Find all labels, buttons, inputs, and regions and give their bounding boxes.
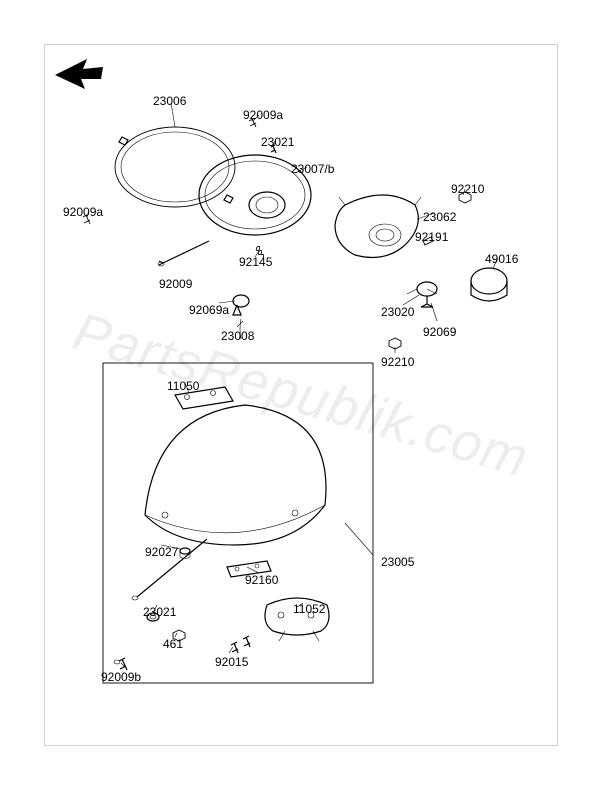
label-92009a-2: 92009a bbox=[63, 205, 103, 219]
label-92015: 92015 bbox=[215, 655, 248, 669]
diagram-frame: PartsRepublik.com bbox=[44, 44, 558, 746]
label-49016: 49016 bbox=[485, 252, 518, 266]
label-92069: 92069 bbox=[423, 325, 456, 339]
label-11050: 11050 bbox=[167, 379, 199, 393]
label-92191: 92191 bbox=[415, 230, 448, 244]
watermark: PartsRepublik.com bbox=[66, 300, 535, 489]
label-23008: 23008 bbox=[221, 329, 254, 343]
label-23007b: 23007/b bbox=[291, 162, 334, 176]
label-92009a: 92009a bbox=[243, 108, 283, 122]
label-23021: 23021 bbox=[261, 135, 294, 149]
label-92210-2: 92210 bbox=[381, 355, 414, 369]
label-23062: 23062 bbox=[423, 210, 456, 224]
parts-diagram-svg bbox=[45, 45, 557, 745]
label-23020: 23020 bbox=[381, 305, 414, 319]
label-92210: 92210 bbox=[451, 182, 484, 196]
label-92027: 92027 bbox=[145, 545, 178, 559]
label-461: 461 bbox=[163, 637, 183, 651]
label-23006: 23006 bbox=[153, 94, 186, 108]
label-92069a: 92069a bbox=[189, 303, 229, 317]
label-92009: 92009 bbox=[159, 277, 192, 291]
nav-arrow-icon bbox=[55, 59, 103, 89]
label-23021-2: 23021 bbox=[143, 605, 176, 619]
label-92160: 92160 bbox=[245, 573, 278, 587]
label-92009b: 92009b bbox=[101, 670, 141, 684]
label-11052: 11052 bbox=[293, 602, 325, 616]
label-23005: 23005 bbox=[381, 555, 414, 569]
label-92145: 92145 bbox=[239, 255, 272, 269]
